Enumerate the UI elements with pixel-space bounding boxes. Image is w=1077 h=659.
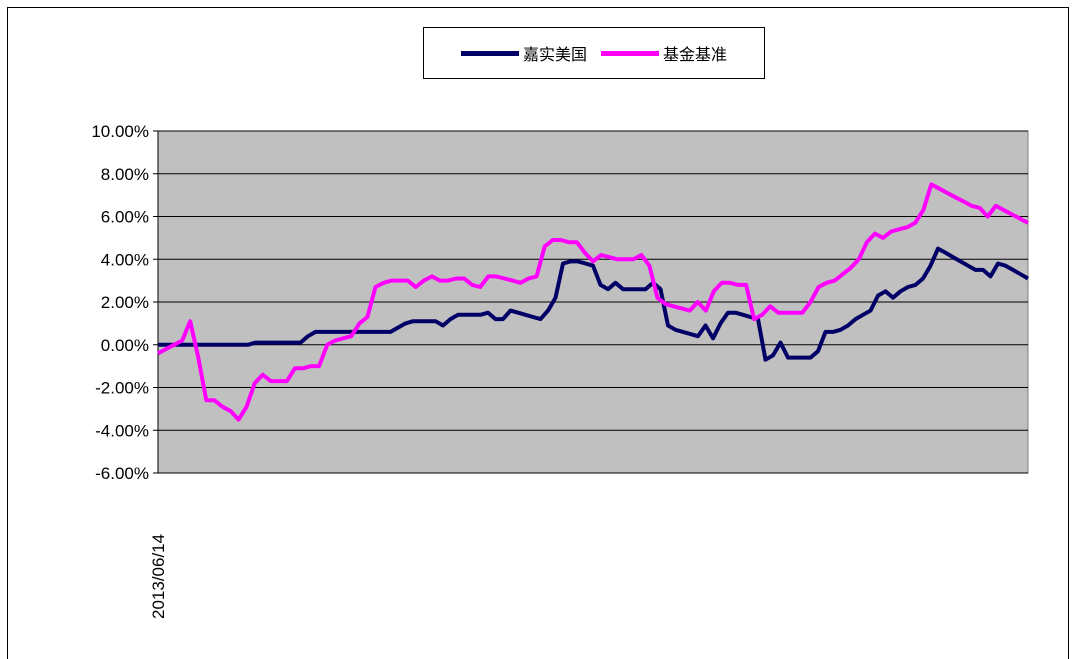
- y-tick-label-3: 4.00%: [101, 250, 149, 269]
- y-tick-label-6: -2.00%: [95, 379, 149, 398]
- y-tick-label-0: 10.00%: [91, 122, 149, 141]
- legend-swatch-series-2: [601, 50, 659, 56]
- legend-item-series-2: 基金基准: [601, 41, 727, 65]
- legend-label-series-2: 基金基准: [663, 45, 728, 64]
- x-axis: 2013/06/14: [149, 472, 1028, 619]
- series-line-2: [157, 182, 1029, 422]
- y-tick-label-7: -4.00%: [95, 421, 149, 440]
- y-axis: 10.00% 8.00% 6.00% 4.00% 2.00% 0.00% -2.00% -4.…: [91, 122, 159, 483]
- y-tick-label-4: 2.00%: [101, 293, 149, 312]
- legend-item-series-1: 嘉实美国: [460, 41, 587, 65]
- y-tick-label-2: 6.00%: [101, 208, 149, 227]
- legend-swatch-series-1: [460, 50, 519, 56]
- series-line-1: [158, 246, 1029, 362]
- legend-label-series-1: 嘉实美国: [522, 45, 587, 64]
- series-layer: [157, 182, 1029, 422]
- legend: 嘉实美国 基金基准: [423, 27, 765, 79]
- chart-frame: [7, 7, 1069, 659]
- x-tick-label-0: 2013/06/14: [149, 534, 168, 619]
- y-tick-label-1: 8.00%: [101, 165, 149, 184]
- y-tick-label-5: 0.00%: [101, 336, 149, 355]
- y-tick-label-8: -6.00%: [95, 464, 149, 483]
